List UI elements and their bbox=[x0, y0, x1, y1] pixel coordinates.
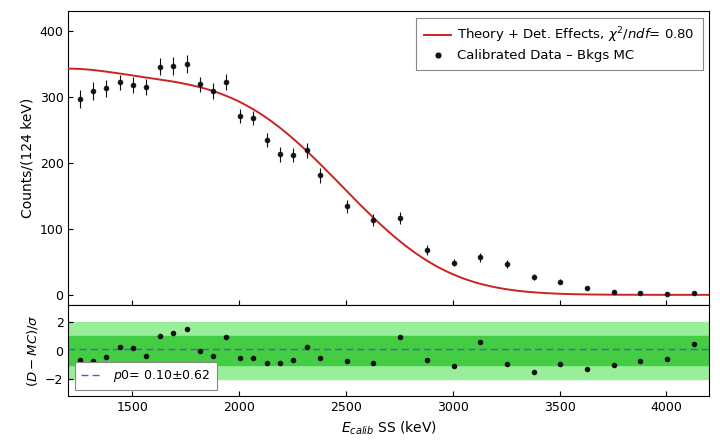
Y-axis label: $(D-MC)/\sigma$: $(D-MC)/\sigma$ bbox=[24, 314, 40, 387]
Point bbox=[127, 345, 139, 352]
Point bbox=[501, 361, 513, 368]
Point bbox=[608, 362, 619, 369]
Point bbox=[634, 357, 646, 364]
Point bbox=[207, 353, 219, 360]
Point bbox=[688, 340, 700, 348]
Point bbox=[101, 353, 112, 361]
Point bbox=[221, 333, 233, 340]
Point bbox=[87, 358, 99, 365]
Point bbox=[474, 338, 486, 345]
Point bbox=[368, 359, 379, 366]
Point bbox=[194, 348, 205, 355]
Point bbox=[261, 359, 272, 366]
Point bbox=[140, 352, 152, 359]
Point bbox=[341, 358, 353, 365]
Point bbox=[234, 355, 246, 362]
Point bbox=[248, 355, 259, 362]
Point bbox=[421, 356, 433, 363]
Point bbox=[301, 344, 312, 351]
Bar bbox=[68, 336, 709, 365]
Point bbox=[314, 355, 325, 362]
Bar bbox=[68, 322, 709, 379]
Point bbox=[287, 356, 299, 363]
Point bbox=[448, 362, 459, 369]
Point bbox=[274, 359, 286, 366]
Legend: Theory + Det. Effects, $\chi^2/ndf$= 0.80, Calibrated Data – Bkgs MC: Theory + Det. Effects, $\chi^2/ndf$= 0.8… bbox=[416, 18, 703, 70]
Point bbox=[554, 361, 566, 368]
Point bbox=[74, 356, 86, 363]
Point bbox=[662, 356, 673, 363]
Point bbox=[395, 333, 406, 340]
Point bbox=[528, 369, 539, 376]
Legend: $p0$= 0.10±0.62: $p0$= 0.10±0.62 bbox=[75, 362, 217, 390]
Point bbox=[167, 329, 179, 336]
X-axis label: $E_{calib}$ SS (keV): $E_{calib}$ SS (keV) bbox=[341, 420, 437, 437]
Y-axis label: Counts/(124 keV): Counts/(124 keV) bbox=[20, 98, 34, 218]
Point bbox=[154, 332, 166, 339]
Point bbox=[181, 326, 192, 333]
Point bbox=[581, 366, 593, 373]
Point bbox=[114, 344, 125, 351]
